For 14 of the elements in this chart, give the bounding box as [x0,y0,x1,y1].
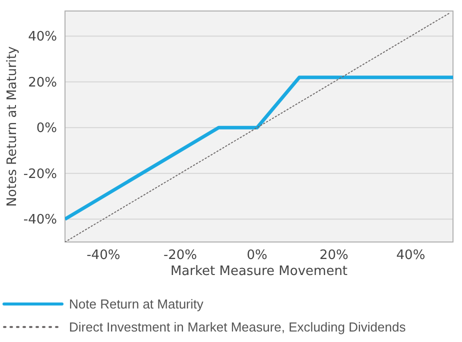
x-axis-title: Market Measure Movement [170,264,348,279]
x-tick-label: -40% [86,248,120,263]
x-tick-label: 20% [319,248,348,263]
y-tick-label: 40% [28,30,57,45]
legend-label: Direct Investment in Market Measure, Excluding Dividends [69,320,406,335]
y-tick-label: 0% [36,121,57,136]
x-tick-label: 40% [396,248,426,263]
legend-label: Note Return at Maturity [69,296,204,312]
y-axis-title: Notes Return at Maturity [5,46,20,207]
y-tick-label: -20% [23,166,57,182]
y-tick-label: 20% [28,75,57,90]
y-tick-label: -40% [23,212,57,228]
x-tick-label: -20% [163,248,198,263]
x-tick-label: 0% [246,248,268,263]
